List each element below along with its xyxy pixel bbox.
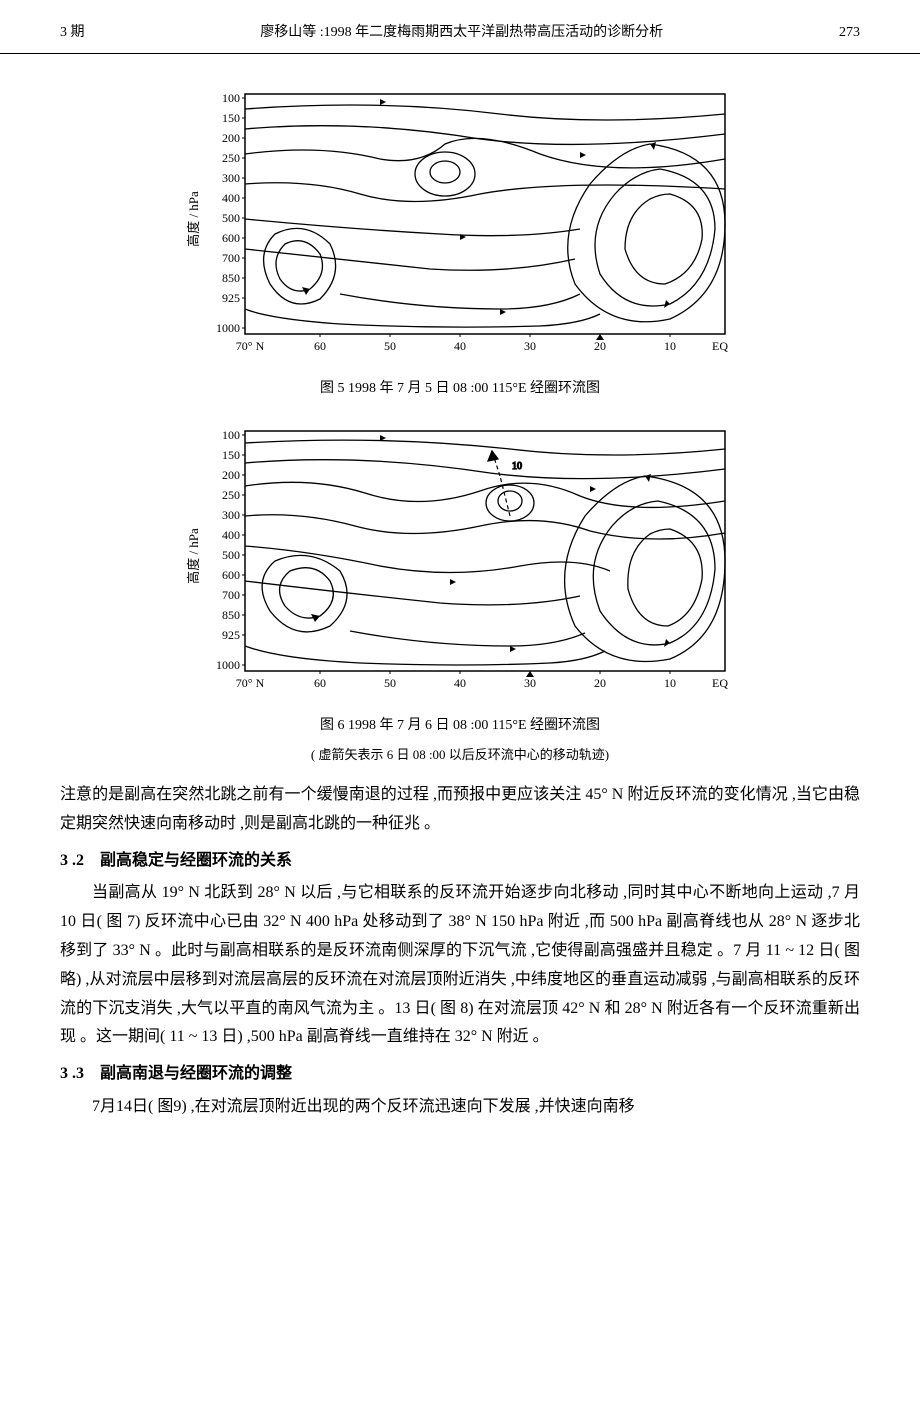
svg-text:400: 400 (222, 191, 240, 205)
svg-text:600: 600 (222, 568, 240, 582)
svg-text:100: 100 (222, 428, 240, 442)
svg-text:850: 850 (222, 271, 240, 285)
paragraph-2: 当副高从 19° N 北跃到 28° N 以后 ,与它相联系的反环流开始逐步向北… (60, 879, 860, 1052)
svg-text:EQ: EQ (712, 676, 728, 690)
running-title: 廖移山等 :1998 年二度梅雨期西太平洋副热带高压活动的诊断分析 (85, 20, 840, 45)
svg-text:40: 40 (454, 339, 466, 353)
svg-text:925: 925 (222, 628, 240, 642)
svg-text:10: 10 (512, 461, 522, 472)
svg-text:70° N: 70° N (236, 676, 265, 690)
svg-text:高度 / hPa: 高度 / hPa (186, 528, 201, 584)
svg-text:1000: 1000 (216, 321, 240, 335)
svg-text:150: 150 (222, 448, 240, 462)
svg-text:200: 200 (222, 131, 240, 145)
svg-text:850: 850 (222, 608, 240, 622)
svg-text:20: 20 (594, 676, 606, 690)
page-number: 273 (839, 20, 860, 45)
svg-text:500: 500 (222, 211, 240, 225)
svg-text:高度 / hPa: 高度 / hPa (186, 191, 201, 247)
svg-text:400: 400 (222, 528, 240, 542)
section-3-2-heading: 3 .2 副高稳定与经圈环流的关系 (60, 847, 860, 876)
figure-6-caption: 图 6 1998 年 7 月 6 日 08 :00 115°E 经圈环流图 (0, 713, 920, 738)
svg-text:70° N: 70° N (236, 339, 265, 353)
section-3-2-title: 副高稳定与经圈环流的关系 (100, 852, 292, 869)
svg-text:925: 925 (222, 291, 240, 305)
svg-text:1000: 1000 (216, 658, 240, 672)
svg-text:500: 500 (222, 548, 240, 562)
svg-text:200: 200 (222, 468, 240, 482)
svg-text:250: 250 (222, 151, 240, 165)
figure-6-subcaption: ( 虚箭矢表示 6 日 08 :00 以后反环流中心的移动轨迹) (0, 743, 920, 766)
svg-text:60: 60 (314, 676, 326, 690)
svg-text:700: 700 (222, 588, 240, 602)
svg-text:700: 700 (222, 251, 240, 265)
svg-text:20: 20 (594, 339, 606, 353)
figure-5-container: 高度 / hPa 100 150 200 250 300 400 500 600… (0, 84, 920, 401)
svg-text:50: 50 (384, 339, 396, 353)
figure-6-container: 高度 / hPa 100 150 200 250 300 400 500 600… (0, 421, 920, 766)
svg-text:250: 250 (222, 488, 240, 502)
issue-number: 3 期 (60, 20, 85, 45)
figure-6-chart: 高度 / hPa 100 150 200 250 300 400 500 600… (180, 421, 740, 701)
section-3-3-number: 3 .3 (60, 1065, 84, 1082)
paragraph-1: 注意的是副高在突然北跳之前有一个缓慢南退的过程 ,而预报中更应该关注 45° N… (60, 781, 860, 839)
svg-text:40: 40 (454, 676, 466, 690)
svg-text:600: 600 (222, 231, 240, 245)
section-3-3-heading: 3 .3 副高南退与经圈环流的调整 (60, 1060, 860, 1089)
paragraph-3: 7月14日( 图9) ,在对流层顶附近出现的两个反环流迅速向下发展 ,并快速向南… (60, 1093, 860, 1122)
figure-5-caption: 图 5 1998 年 7 月 5 日 08 :00 115°E 经圈环流图 (0, 376, 920, 401)
svg-text:100: 100 (222, 91, 240, 105)
svg-text:60: 60 (314, 339, 326, 353)
svg-text:300: 300 (222, 508, 240, 522)
figure-5-chart: 高度 / hPa 100 150 200 250 300 400 500 600… (180, 84, 740, 364)
svg-text:50: 50 (384, 676, 396, 690)
body-text: 注意的是副高在突然北跳之前有一个缓慢南退的过程 ,而预报中更应该关注 45° N… (0, 781, 920, 1122)
svg-text:150: 150 (222, 111, 240, 125)
svg-text:30: 30 (524, 676, 536, 690)
section-3-2-number: 3 .2 (60, 852, 84, 869)
page-header: 3 期 廖移山等 :1998 年二度梅雨期西太平洋副热带高压活动的诊断分析 27… (0, 0, 920, 54)
section-3-3-title: 副高南退与经圈环流的调整 (100, 1065, 292, 1082)
svg-text:10: 10 (664, 676, 676, 690)
svg-text:300: 300 (222, 171, 240, 185)
svg-text:30: 30 (524, 339, 536, 353)
svg-text:EQ: EQ (712, 339, 728, 353)
svg-text:10: 10 (664, 339, 676, 353)
